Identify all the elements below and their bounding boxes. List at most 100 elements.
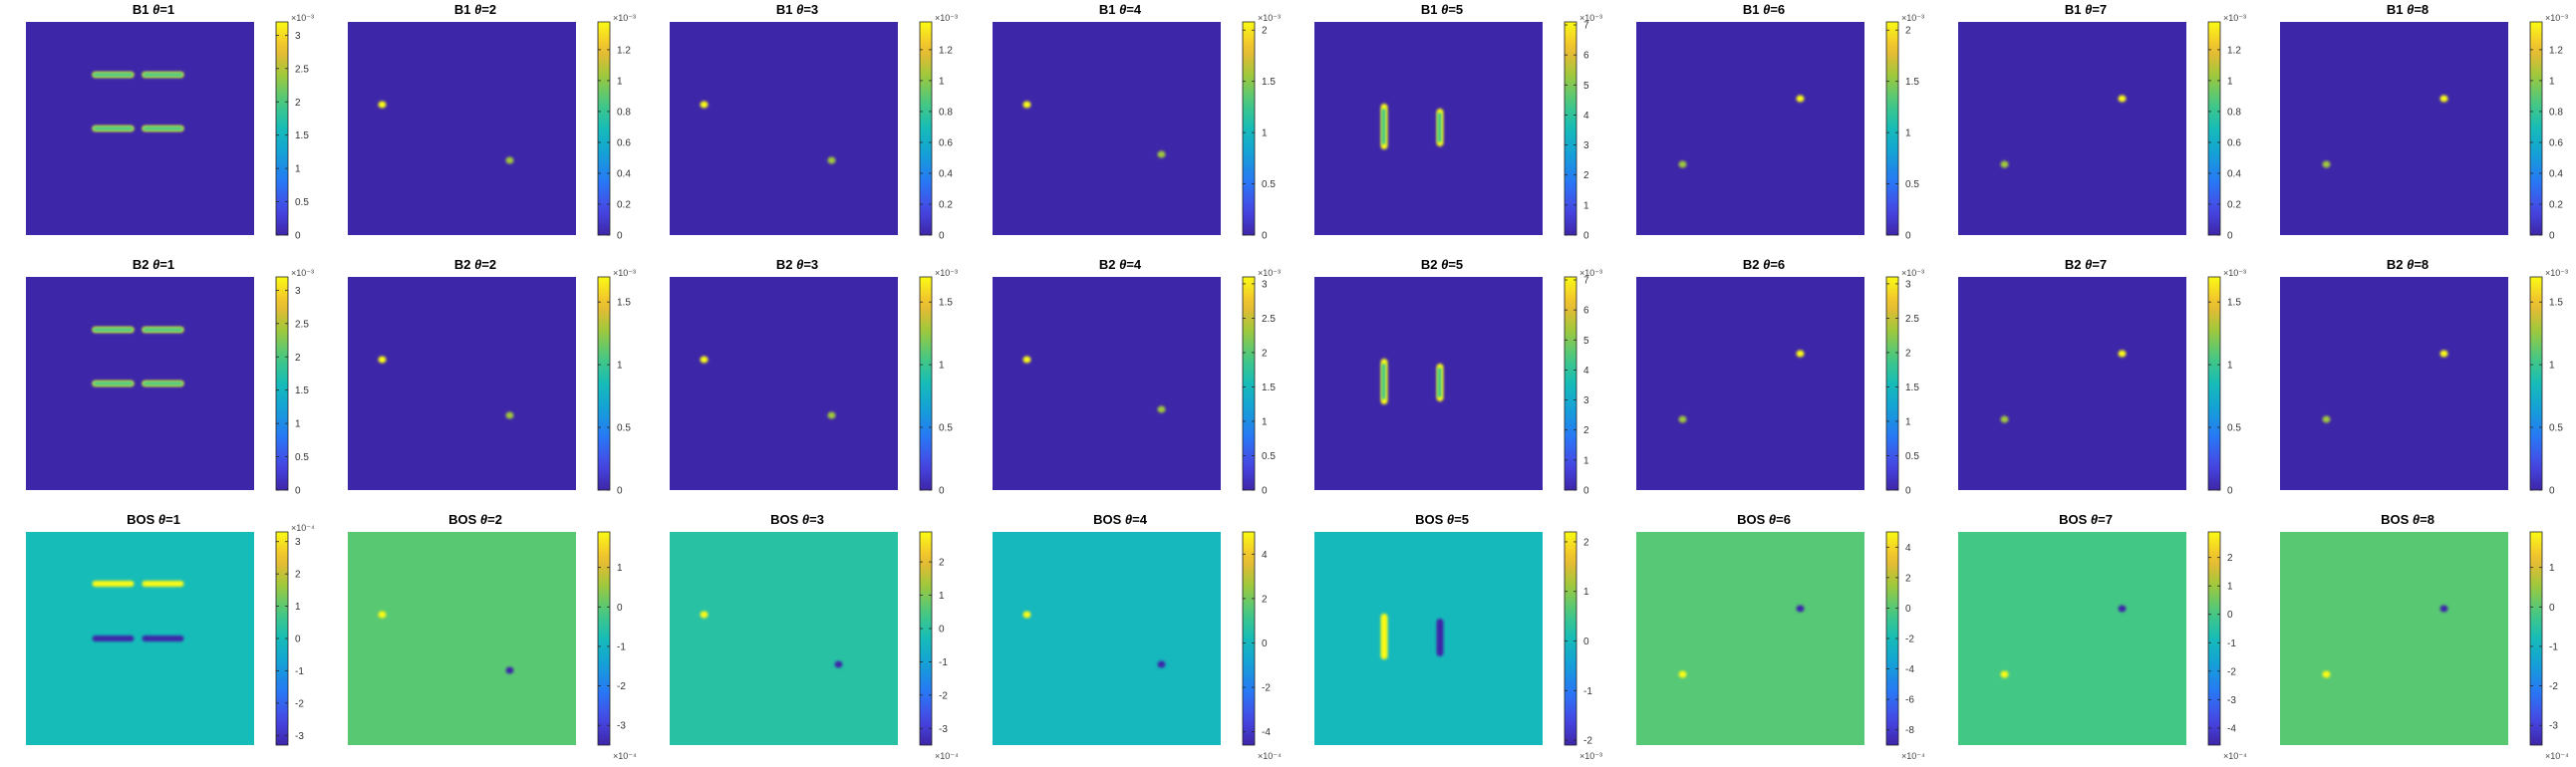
colorbar-tick-label: -2	[2549, 681, 2558, 692]
heatmap-features	[1380, 614, 1444, 659]
heatmap-features	[1022, 356, 1166, 413]
colorbar-tick-label: 0.2	[2227, 199, 2241, 210]
panel-title: BOS θ=1	[26, 512, 281, 528]
colorbar-tick-label: -4	[1262, 727, 1271, 738]
colorbar-tick-label: 0	[295, 486, 301, 497]
colorbar-tick-label: 0.2	[939, 199, 953, 210]
title-suffix: =7	[2092, 257, 2108, 272]
colorbar: 0 0.5 1 1.5 ×10⁻³	[919, 268, 958, 497]
heatmap-features	[1678, 350, 1805, 423]
colorbar-tick-label: 2	[2227, 553, 2233, 564]
colorbar-tick-label: -3	[295, 731, 304, 742]
heat-spot	[2322, 415, 2331, 423]
colorbar-exponent: ×10⁻³	[291, 13, 314, 23]
colorbar-tick-label: 0	[617, 486, 623, 497]
heatmap-features	[378, 101, 514, 164]
heatmap-background	[348, 277, 576, 490]
colorbar-exponent: ×10⁻⁴	[1901, 751, 1925, 761]
colorbar-tick-label: 1.5	[295, 130, 309, 141]
colorbar-tick-label: -1	[617, 641, 626, 652]
title-suffix: =7	[2098, 512, 2113, 527]
title-suffix: =2	[487, 512, 502, 527]
colorbar-tick-label: 3	[1262, 279, 1268, 290]
heat-bar-core	[93, 382, 134, 385]
colorbar-tick-label: 3	[1905, 279, 1911, 290]
heat-spot-positive	[1022, 611, 1031, 619]
heatmap-features	[2322, 95, 2448, 168]
colorbar-tick-label: 1.2	[939, 45, 953, 56]
title-symbol: θ	[152, 2, 160, 17]
colorbar: 0 0.5 1 1.5 2 ×10⁻³	[1242, 13, 1281, 242]
panel-bos-1: BOS θ=1 -3 -2 -1 0 1 2 3 ×10⁻⁴	[26, 512, 325, 767]
panel-title: BOS θ=4	[993, 512, 1248, 528]
heat-spot	[1157, 405, 1166, 413]
heatmap-svg: 0 0.2 0.4 0.6 0.8 1 1.2 ×10⁻³	[1958, 13, 2246, 242]
panel-bos-5: BOS θ=5 -2 -1 0 1 2 ×10⁻³	[1314, 512, 1613, 767]
heat-spot	[2118, 350, 2127, 358]
heatmap-features	[1022, 611, 1166, 668]
colorbar-tick-label: 0.8	[939, 107, 953, 118]
title-prefix: B2	[775, 257, 793, 272]
heatmap-svg: -3 -2 -1 0 1 ×10⁻⁴	[348, 531, 637, 761]
title-suffix: =1	[159, 257, 175, 272]
colorbar-tick-label: -2	[1583, 736, 1592, 747]
heatmap-svg: -4 -2 0 2 4 ×10⁻⁴	[993, 531, 1282, 761]
title-symbol: θ	[1763, 2, 1771, 17]
colorbar-exponent: ×10⁻⁴	[1258, 751, 1282, 761]
heatmap-svg: 0 0.5 1 1.5 2 2.5 3×10⁻³	[1636, 268, 1924, 497]
title-prefix: B2	[2386, 257, 2404, 272]
colorbar-tick-label: 0	[2227, 231, 2233, 242]
title-symbol: θ	[474, 257, 482, 272]
colorbar-tick-label: 2	[1583, 425, 1589, 436]
colorbar-exponent: ×10⁻³	[935, 13, 958, 23]
heatmap-features	[2000, 95, 2127, 168]
heatmap-features	[1022, 101, 1166, 158]
colorbar: 0 1 2 3 4 5 6 7×10⁻³	[1564, 268, 1602, 497]
colorbar-tick-label: -1	[939, 657, 948, 668]
colorbar-tick-label: 1.5	[2227, 298, 2241, 309]
heat-spot-positive	[1678, 670, 1687, 678]
colorbar-tick-label: -3	[2227, 695, 2236, 706]
colorbar-tick-label: -1	[1583, 686, 1592, 697]
colorbar-tick-label: 1.5	[939, 298, 953, 309]
panel-title: B1 θ=6	[1636, 2, 1891, 18]
colorbar-tick-label: 0.4	[939, 168, 953, 179]
heatmap-svg: 0 1 2 3 4 5 6 7×10⁻³	[1314, 13, 1602, 242]
heatmap-features	[2000, 605, 2127, 678]
colorbar-exponent: ×10⁻³	[1579, 268, 1602, 278]
colorbar-tick-label: 1	[2227, 76, 2233, 87]
heat-bar-core	[1381, 364, 1386, 399]
panel-title: B2 θ=1	[26, 257, 281, 273]
title-prefix: B1	[132, 2, 149, 17]
title-suffix: =4	[1132, 512, 1147, 527]
heat-spot	[2000, 415, 2009, 423]
colorbar-exponent: ×10⁻⁴	[2545, 751, 2569, 761]
title-prefix: B1	[775, 2, 793, 17]
heat-bar-core	[143, 73, 183, 77]
heatmap-svg: -3 -2 -1 0 1 2 ×10⁻⁴	[670, 531, 959, 761]
colorbar-tick-label: 1.5	[1262, 383, 1276, 393]
heat-spot	[1796, 95, 1805, 103]
heatmap-features	[1678, 605, 1805, 678]
colorbar-tick-label: 5	[1583, 336, 1589, 347]
colorbar-tick-label: 1.2	[2549, 45, 2563, 56]
colorbar: 0 0.2 0.4 0.6 0.8 1 1.2 ×10⁻³	[597, 13, 636, 242]
heatmap-background	[348, 532, 576, 745]
colorbar-tick-label: 1	[939, 361, 945, 372]
colorbar-tick-label: 2	[295, 353, 301, 364]
title-suffix: =2	[481, 257, 497, 272]
colorbar-tick-label: 0	[2549, 486, 2555, 497]
colorbar-tick-label: 1	[617, 361, 623, 372]
title-prefix: BOS	[1415, 512, 1444, 527]
colorbar-exponent: ×10⁻³	[1258, 268, 1281, 278]
heatmap-features	[92, 72, 184, 131]
heatmap-background	[2280, 532, 2508, 745]
colorbar-tick-label: 1	[2549, 563, 2555, 574]
colorbar-tick-label: 0.5	[939, 423, 953, 434]
colorbar-exponent: ×10⁻³	[613, 268, 636, 278]
heatmap-features	[2000, 350, 2127, 423]
colorbar-tick-label: 0.5	[617, 423, 631, 434]
panel-b2-6: B2 θ=6 0 0.5 1 1.5 2 2.5 3 ×10⁻³	[1636, 257, 1935, 512]
colorbar: -8 -6 -4 -2 0 2 4 ×10⁻⁴	[1885, 531, 1925, 761]
